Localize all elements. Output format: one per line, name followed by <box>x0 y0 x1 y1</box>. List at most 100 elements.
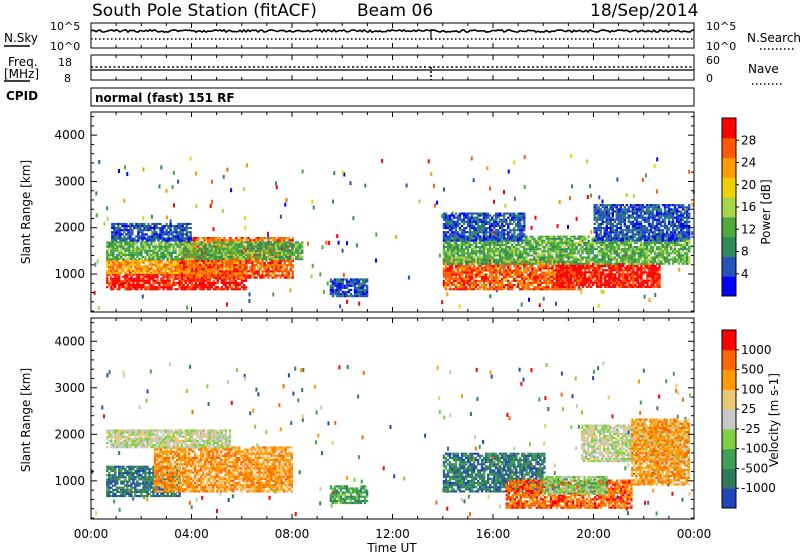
echo-cell <box>217 268 219 270</box>
echo-cell <box>122 246 124 248</box>
echo-cell <box>570 154 572 158</box>
echo-cell <box>622 284 624 286</box>
echo-cell <box>243 277 245 279</box>
echo-cell <box>130 288 132 290</box>
echo-cell <box>292 275 294 277</box>
echo-cell <box>342 291 344 293</box>
echo-cell <box>239 284 241 286</box>
echo-cell <box>366 281 368 283</box>
echo-cell <box>346 278 348 280</box>
echo-cell <box>241 250 243 252</box>
echo-cell <box>483 252 485 254</box>
echo-cell <box>590 230 592 234</box>
echo-cell <box>120 254 122 256</box>
echo-cell <box>511 276 513 278</box>
echo-cell <box>441 214 443 218</box>
echo-cell <box>221 266 223 268</box>
echo-cell <box>193 256 195 258</box>
echo-cell <box>562 286 564 288</box>
echo-cell <box>174 252 176 254</box>
echo-cell <box>531 265 533 267</box>
echo-cell <box>584 269 586 271</box>
echo-cell <box>556 282 558 284</box>
echo-cell <box>248 299 250 303</box>
echo-cell <box>142 295 144 299</box>
echo-cell <box>140 244 142 246</box>
echo-cell <box>155 231 157 233</box>
echo-cell <box>131 233 133 235</box>
echo-cell <box>221 277 223 279</box>
echo-cell <box>443 280 445 282</box>
echo-cell <box>327 281 329 285</box>
echo-cell <box>581 290 583 294</box>
echo-cell <box>209 270 211 272</box>
echo-cell <box>117 225 119 227</box>
echo-cell <box>187 275 189 277</box>
echo-cell <box>569 196 571 200</box>
echo-cell <box>124 252 126 254</box>
echo-cell <box>215 244 217 246</box>
echo-cell <box>649 298 651 302</box>
echo-cell <box>483 280 485 282</box>
echo-cell <box>289 241 291 243</box>
echo-cell <box>571 184 573 188</box>
echo-cell <box>267 272 269 274</box>
echo-cell <box>503 284 505 286</box>
echo-cell <box>364 283 366 285</box>
echo-cell <box>130 276 132 278</box>
echo-cell <box>221 264 223 266</box>
echo-cell <box>170 286 172 288</box>
echo-cell <box>483 254 485 256</box>
echo-cell <box>129 235 131 237</box>
echo-cell <box>332 200 334 204</box>
echo-cell <box>362 293 364 295</box>
echo-cell <box>128 282 130 284</box>
echo-cell <box>140 280 142 282</box>
echo-cell <box>292 272 294 274</box>
echo-cell <box>658 280 660 282</box>
echo-cell <box>261 256 263 258</box>
echo-cell <box>572 282 574 284</box>
echo-cell <box>144 264 146 266</box>
echo-cell <box>497 278 499 280</box>
echo-cell <box>107 217 109 221</box>
echo-cell <box>543 267 545 269</box>
echo-cell <box>239 252 241 254</box>
echo-cell <box>120 268 122 270</box>
echo-cell <box>614 275 616 277</box>
echo-cell <box>366 289 368 291</box>
echo-cell <box>143 167 145 171</box>
echo-cell <box>602 284 604 286</box>
echo-cell <box>210 204 212 208</box>
echo-cell <box>574 286 576 288</box>
echo-cell <box>190 235 192 237</box>
echo-cell <box>469 265 471 267</box>
echo-cell <box>535 216 537 220</box>
echo-cell <box>185 262 187 264</box>
echo-cell <box>293 254 295 256</box>
echo-cell <box>419 199 421 203</box>
echo-cell <box>125 227 127 229</box>
echo-cell <box>646 284 648 286</box>
noise-left-tick-high: 10^5 <box>50 20 80 33</box>
echo-cell <box>160 272 162 274</box>
echo-cell <box>137 233 139 235</box>
echo-cell <box>221 286 223 288</box>
echo-cell <box>642 284 644 286</box>
echo-cell <box>562 284 564 286</box>
echo-cell <box>642 267 644 269</box>
echo-cell <box>395 235 397 239</box>
echo-cell <box>366 278 368 280</box>
echo-cell <box>160 252 162 254</box>
echo-cell <box>288 275 290 277</box>
echo-cell <box>493 200 495 204</box>
echo-cell <box>221 270 223 272</box>
echo-cell <box>301 244 303 246</box>
echo-cell <box>180 241 182 243</box>
echo-cell <box>436 201 438 205</box>
echo-cell <box>642 286 644 288</box>
echo-cell <box>106 276 108 278</box>
echo-cell <box>602 278 604 280</box>
echo-cell <box>461 248 463 250</box>
echo-cell <box>223 237 225 239</box>
